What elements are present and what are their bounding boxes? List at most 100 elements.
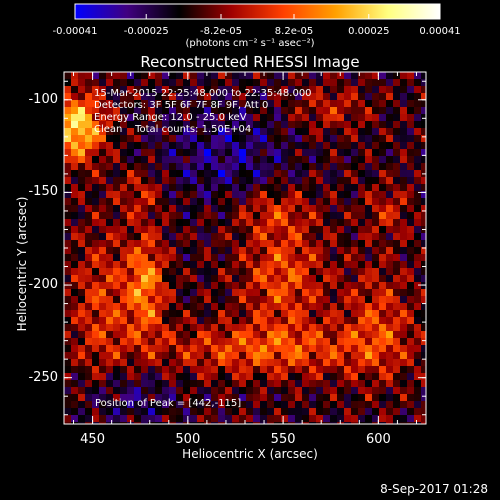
heatmap-cell xyxy=(365,268,372,275)
heatmap-cell xyxy=(162,247,169,254)
heatmap-cell xyxy=(155,170,162,177)
heatmap-cell xyxy=(127,401,134,408)
heatmap-cell xyxy=(295,163,302,170)
heatmap-cell xyxy=(127,359,134,366)
heatmap-cell xyxy=(148,233,155,240)
heatmap-cell xyxy=(274,387,281,394)
heatmap-cell xyxy=(365,205,372,212)
heatmap-cell xyxy=(421,79,426,86)
heatmap-cell xyxy=(190,163,197,170)
heatmap-cell xyxy=(253,226,260,233)
heatmap-cell xyxy=(134,205,141,212)
heatmap-cell xyxy=(106,233,113,240)
heatmap-cell xyxy=(120,177,127,184)
heatmap-cell xyxy=(295,422,302,424)
heatmap-cell xyxy=(225,331,232,338)
heatmap-cell xyxy=(218,303,225,310)
heatmap-cell xyxy=(288,331,295,338)
heatmap-cell xyxy=(302,380,309,387)
heatmap-cell xyxy=(85,79,92,86)
heatmap-cell xyxy=(260,289,267,296)
heatmap-cell xyxy=(421,100,426,107)
heatmap-cell xyxy=(64,114,71,121)
heatmap-cell xyxy=(134,72,141,79)
heatmap-cell xyxy=(99,247,106,254)
heatmap-cell xyxy=(365,289,372,296)
heatmap-cell xyxy=(211,114,218,121)
heatmap-cell xyxy=(393,191,400,198)
heatmap-cell xyxy=(302,114,309,121)
heatmap-cell xyxy=(260,128,267,135)
heatmap-cell xyxy=(372,261,379,268)
heatmap-cell xyxy=(379,310,386,317)
heatmap-cell xyxy=(421,128,426,135)
heatmap-cell xyxy=(85,177,92,184)
heatmap-cell xyxy=(113,191,120,198)
heatmap-cell xyxy=(309,107,316,114)
heatmap-cell xyxy=(295,142,302,149)
heatmap-cell xyxy=(323,177,330,184)
heatmap-cell xyxy=(106,72,113,79)
heatmap-cell xyxy=(64,163,71,170)
heatmap-cell xyxy=(344,387,351,394)
heatmap-cell xyxy=(323,359,330,366)
heatmap-cell xyxy=(295,156,302,163)
heatmap-cell xyxy=(85,387,92,394)
heatmap-cell xyxy=(78,198,85,205)
heatmap-cell xyxy=(344,352,351,359)
heatmap-cell xyxy=(372,184,379,191)
heatmap-cell xyxy=(407,373,414,380)
heatmap-cell xyxy=(162,324,169,331)
heatmap-cell xyxy=(218,72,225,79)
heatmap-cell xyxy=(302,121,309,128)
heatmap-cell xyxy=(400,114,407,121)
heatmap-cell xyxy=(183,128,190,135)
heatmap-cell xyxy=(295,338,302,345)
heatmap-cell xyxy=(197,156,204,163)
heatmap-cell xyxy=(281,268,288,275)
heatmap-cell xyxy=(197,254,204,261)
heatmap-cell xyxy=(414,86,421,93)
heatmap-cell xyxy=(197,142,204,149)
heatmap-cell xyxy=(274,156,281,163)
heatmap-cell xyxy=(246,345,253,352)
heatmap-cell xyxy=(155,226,162,233)
heatmap-cell xyxy=(400,72,407,79)
heatmap-cell xyxy=(141,415,148,422)
heatmap-cell xyxy=(302,338,309,345)
heatmap-cell xyxy=(407,345,414,352)
heatmap-cell xyxy=(211,422,218,424)
heatmap-cell xyxy=(337,233,344,240)
heatmap-cell xyxy=(330,198,337,205)
heatmap-cell xyxy=(64,261,71,268)
heatmap-cell xyxy=(183,142,190,149)
heatmap-cell xyxy=(407,86,414,93)
heatmap-cell xyxy=(78,114,85,121)
heatmap-cell xyxy=(134,422,141,424)
heatmap-cell xyxy=(169,415,176,422)
heatmap-cell xyxy=(127,198,134,205)
heatmap-cell xyxy=(288,310,295,317)
heatmap-cell xyxy=(225,275,232,282)
heatmap-cell xyxy=(386,422,393,424)
heatmap-cell xyxy=(211,163,218,170)
heatmap-cell xyxy=(71,240,78,247)
heatmap-cell xyxy=(85,317,92,324)
heatmap-cell xyxy=(379,86,386,93)
heatmap-cell xyxy=(134,163,141,170)
heatmap-cell xyxy=(134,114,141,121)
heatmap-cell xyxy=(253,114,260,121)
heatmap-cell xyxy=(85,394,92,401)
heatmap-cell xyxy=(309,338,316,345)
heatmap-cell xyxy=(302,282,309,289)
heatmap-cell xyxy=(309,282,316,289)
heatmap-cell xyxy=(365,93,372,100)
heatmap-cell xyxy=(316,303,323,310)
heatmap-cell xyxy=(225,177,232,184)
heatmap-cell xyxy=(204,240,211,247)
heatmap-cell xyxy=(316,163,323,170)
heatmap-cell xyxy=(267,352,274,359)
heatmap-cell xyxy=(106,142,113,149)
heatmap-cell xyxy=(330,380,337,387)
heatmap-cell xyxy=(176,296,183,303)
